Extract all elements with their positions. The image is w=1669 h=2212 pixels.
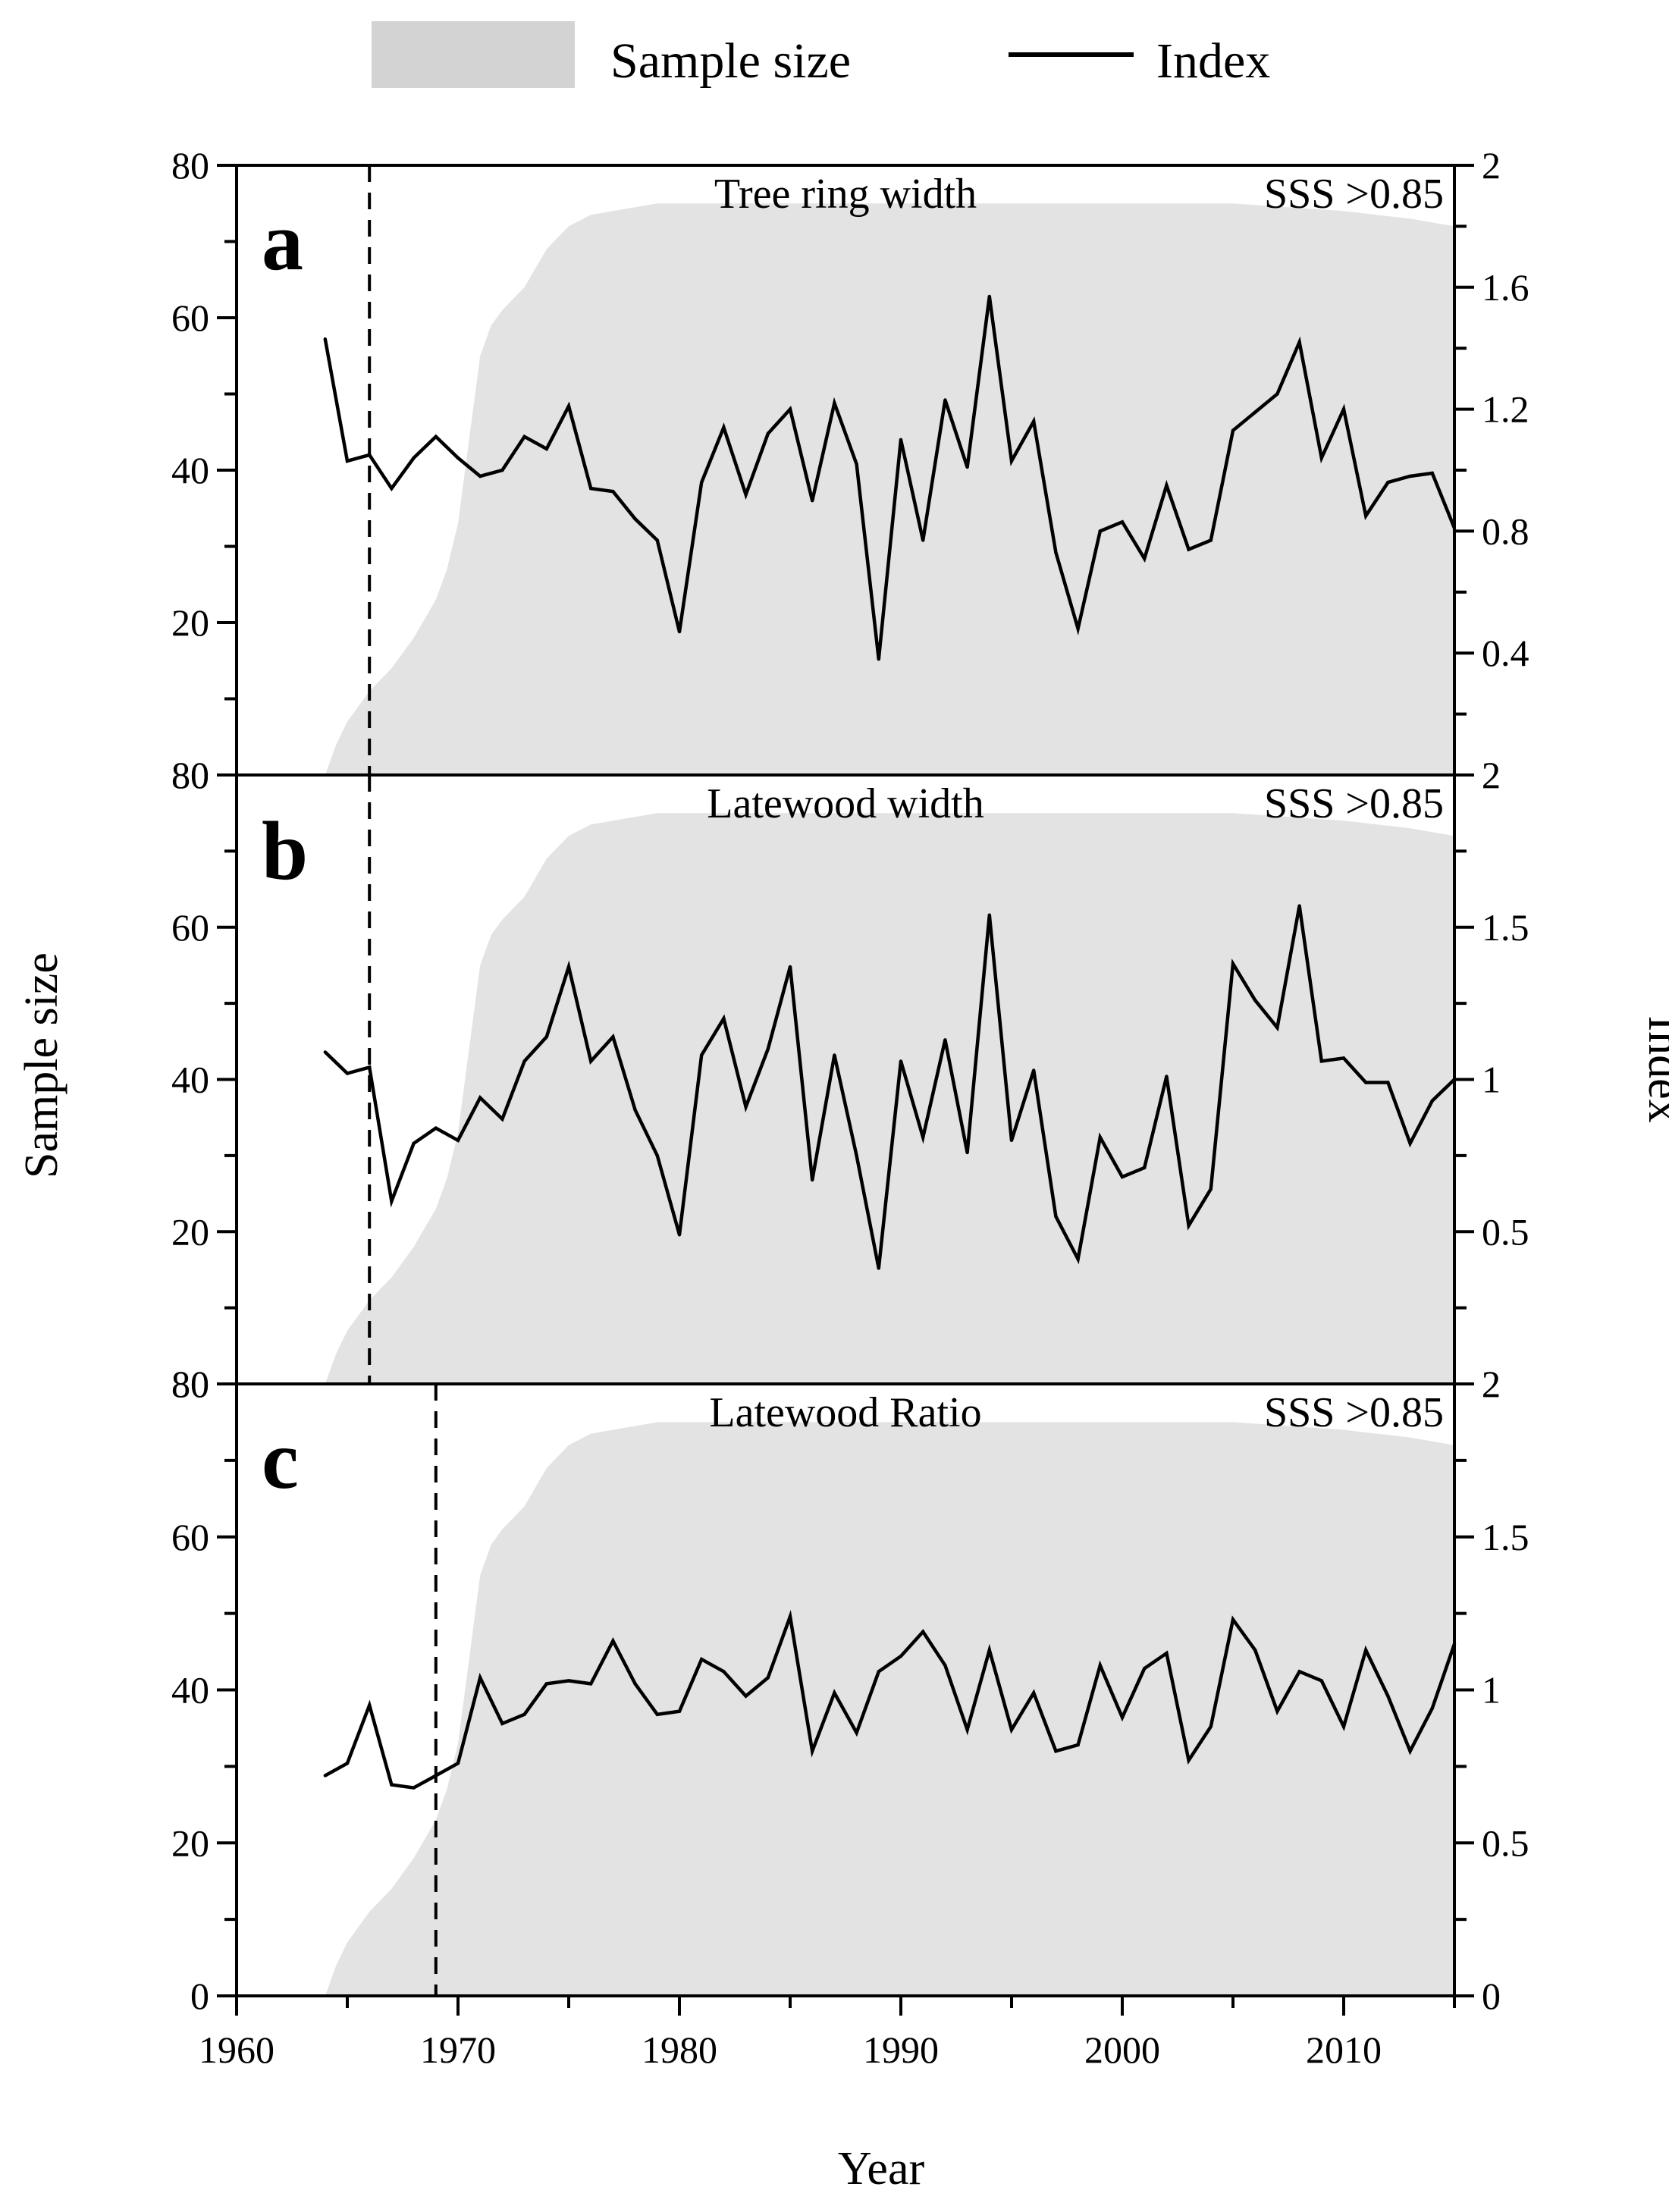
right-tick-label: 0.5 [1482, 1821, 1529, 1864]
panel-c: 0 20 40 60 80 0 0.5 1 1.5 2 Latewood Ratio SSS >… [171, 1363, 1529, 2071]
left-bottom-label-b: 80 [171, 1363, 209, 1405]
right-tick-label: 1 [1482, 1669, 1501, 1712]
panel-letter-b: b [262, 805, 308, 897]
left-ticks-c: 0 20 40 60 80 [171, 1363, 237, 2017]
sss-label-c: SSS >0.85 [1264, 1389, 1444, 1436]
left-tick-label: 60 [171, 906, 209, 949]
left-tick-label: 0 [190, 1975, 209, 2017]
panel-b: 20 40 60 80 0.5 1 1.5 2 Latewood width SSS >0.… [171, 754, 1529, 1405]
left-tick-label: 40 [171, 1059, 209, 1101]
legend-sample-size-swatch [372, 21, 575, 88]
left-tick-label: 60 [171, 1516, 209, 1558]
sample-size-area-b [325, 813, 1454, 1384]
panel-a: 20 40 60 80 0.4 0.8 1.2 1.6 2 Tree ring width S… [171, 144, 1529, 796]
x-tick-label: 1990 [863, 2028, 939, 2071]
sample-size-area-a [325, 203, 1454, 775]
right-tick-label: 1.5 [1482, 1516, 1529, 1558]
legend: Sample size Index [372, 21, 1270, 89]
left-tick-label: 20 [171, 1821, 209, 1864]
right-ticks-c: 0 0.5 1 1.5 2 [1454, 1363, 1529, 2017]
x-tick-label: 1980 [642, 2028, 717, 2071]
panel-letter-c: c [262, 1413, 299, 1506]
left-tick-label: 80 [171, 1363, 209, 1405]
x-axis-title: Year [838, 2143, 925, 2195]
left-tick-label: 20 [171, 601, 209, 644]
panel-title-a: Tree ring width [714, 171, 977, 218]
right-tick-label: 1.2 [1482, 388, 1529, 431]
right-bottom-label-a: 2 [1482, 754, 1501, 796]
left-bottom-label-a: 80 [171, 754, 209, 796]
left-ticks-a: 20 40 60 80 [171, 144, 237, 777]
index-line-a [323, 296, 1457, 660]
left-ticks-b: 20 40 60 80 [171, 754, 237, 1385]
sss-label-b: SSS >0.85 [1264, 780, 1444, 827]
sss-label-a: SSS >0.85 [1264, 171, 1444, 218]
right-bottom-label-b: 2 [1482, 1363, 1501, 1405]
right-tick-label: 0.4 [1482, 632, 1529, 674]
panel-title-b: Latewood width [707, 780, 984, 827]
right-tick-label: 1.5 [1482, 906, 1529, 949]
index-line-b [324, 905, 1456, 1269]
x-ticks: 1960 1970 1980 1990 2000 2010 [199, 1996, 1456, 2071]
left-tick-label: 80 [171, 754, 209, 796]
legend-sample-size-label: Sample size [610, 33, 851, 89]
panel-frame-c [235, 1382, 1456, 1997]
y-axis-title-left: Sample size [16, 952, 67, 1178]
sample-size-area-c [325, 1422, 1454, 1996]
y-axis-title-right: Index [1639, 1015, 1669, 1122]
left-tick-label: 80 [171, 144, 209, 187]
right-tick-label: 0 [1482, 1975, 1501, 2017]
right-tick-label: 1 [1482, 1059, 1501, 1101]
panel-title-c: Latewood Ratio [709, 1389, 981, 1436]
right-tick-label: 1.6 [1482, 266, 1529, 309]
index-line-c [324, 1609, 1457, 1790]
right-ticks-b: 0.5 1 1.5 2 [1454, 754, 1529, 1385]
x-tick-label: 1960 [199, 2028, 275, 2071]
right-ticks-a: 0.4 0.8 1.2 1.6 2 [1454, 144, 1529, 777]
right-tick-label: 0.5 [1482, 1210, 1529, 1253]
right-tick-label: 2 [1482, 144, 1501, 187]
right-tick-label: 2 [1482, 1363, 1501, 1405]
left-tick-label: 40 [171, 449, 209, 491]
left-tick-label: 40 [171, 1669, 209, 1712]
x-tick-label: 1970 [420, 2028, 496, 2071]
left-tick-label: 60 [171, 297, 209, 339]
x-tick-label: 2000 [1084, 2028, 1160, 2071]
legend-index-label: Index [1156, 33, 1270, 89]
x-tick-label: 2010 [1306, 2028, 1382, 2071]
panel-letter-a: a [262, 195, 303, 287]
right-tick-label: 2 [1482, 754, 1501, 796]
left-tick-label: 20 [171, 1210, 209, 1253]
right-tick-label: 0.8 [1482, 510, 1529, 552]
